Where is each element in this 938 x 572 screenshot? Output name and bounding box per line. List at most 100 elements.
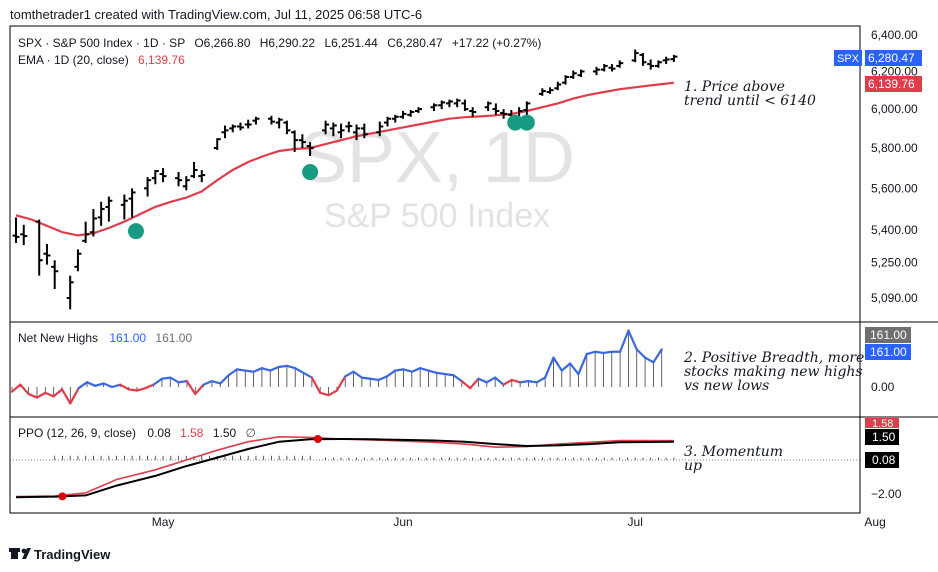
nnh-line-segment bbox=[102, 382, 114, 389]
signal-marker-dot bbox=[302, 164, 319, 181]
pane-frame bbox=[9, 25, 938, 514]
ohlc-low: L6,251.44 bbox=[324, 36, 378, 50]
ohlc-bar bbox=[391, 114, 399, 123]
nnh-line-segment bbox=[385, 369, 397, 378]
nnh-line-segment bbox=[460, 380, 472, 390]
nnh-line-segment bbox=[410, 367, 422, 373]
ppo-cross-marker bbox=[313, 435, 322, 444]
annotation-trend-line-2: trend until < 6140 bbox=[684, 93, 816, 109]
ohlc-bar bbox=[283, 120, 291, 135]
nnh-line-segment bbox=[169, 376, 180, 384]
price-axis-tick: 5,090.00 bbox=[871, 291, 918, 305]
nnh-line-segment bbox=[519, 380, 530, 384]
nnh-line-segment bbox=[435, 371, 447, 376]
ppo-cross-marker bbox=[58, 492, 67, 501]
ohlc-bar bbox=[414, 107, 422, 113]
nnh-line-segment bbox=[252, 367, 263, 373]
nnh-label: Net New Highs bbox=[18, 331, 98, 345]
annotation-momentum: 3. Momentum up bbox=[684, 444, 783, 474]
price-axis-tick: 6,200.00 bbox=[871, 65, 918, 79]
nnh-line-segment bbox=[285, 364, 297, 370]
nnh-line-segment bbox=[227, 368, 239, 377]
ohlc-bar bbox=[569, 70, 577, 79]
ohlc-bar bbox=[35, 219, 43, 276]
nnh-line-segment bbox=[177, 380, 189, 384]
ohlc-bar bbox=[221, 125, 229, 139]
price-axis-tick: 5,400.00 bbox=[871, 223, 918, 237]
ohlc-bar bbox=[593, 66, 600, 76]
ohlc-bar bbox=[654, 60, 662, 68]
nnh-line-segment bbox=[585, 350, 597, 356]
ohlc-bar bbox=[608, 64, 616, 72]
annotation-breadth: 2. Positive Breadth, more stocks making … bbox=[683, 350, 864, 394]
ohlc-bar bbox=[384, 116, 392, 127]
badge-nnh-blue-text: 161.00 bbox=[870, 345, 907, 359]
ema-value: 6,139.76 bbox=[138, 53, 185, 67]
time-axis-label: Jul bbox=[628, 515, 643, 529]
nnh-line-segment bbox=[544, 356, 555, 379]
ohlc-bar bbox=[298, 134, 306, 149]
nnh-line-segment bbox=[260, 367, 272, 372]
ohlc-bar bbox=[213, 138, 221, 151]
ema-label: EMA · 1D (20, close) bbox=[18, 53, 129, 67]
ohlc-bar bbox=[484, 101, 492, 112]
ohlc-open: O6,266.80 bbox=[194, 36, 250, 50]
nnh-line-segment bbox=[643, 356, 655, 364]
annotation-breadth-line-2: stocks making new highs bbox=[684, 364, 863, 380]
ohlc-bar bbox=[306, 142, 314, 156]
nnh-line-segment bbox=[210, 380, 222, 385]
ppo-value-2: 1.58 bbox=[180, 426, 204, 440]
nnh-line-segment bbox=[152, 377, 164, 386]
nnh-line-segment bbox=[302, 371, 313, 379]
ohlc-bar bbox=[360, 123, 368, 139]
badge-ppo-zero-text: 0.08 bbox=[872, 453, 896, 467]
nnh-line-segment bbox=[319, 391, 330, 397]
nnh-line-segment bbox=[219, 374, 230, 385]
ohlc-bar bbox=[105, 196, 113, 222]
badge-ema: 6,139.76 bbox=[865, 76, 922, 92]
ohlc-bar bbox=[430, 103, 438, 112]
ohlc-bar bbox=[492, 103, 500, 115]
ohlc-bar bbox=[631, 49, 639, 63]
ohlc-bar bbox=[144, 177, 152, 197]
ppo-label: PPO (12, 26, 9, close) bbox=[18, 426, 136, 440]
nnh-line-segment bbox=[477, 377, 488, 384]
time-axis-label: May bbox=[152, 515, 175, 529]
price-axis-tick: 5,600.00 bbox=[871, 181, 918, 195]
nnh-line-segment bbox=[44, 391, 55, 398]
nnh-line-segment bbox=[369, 377, 380, 382]
signal-markers-layer bbox=[127, 114, 535, 240]
annotation-breadth-line-1: 2. Positive Breadth, more bbox=[683, 350, 864, 366]
ohlc-bar bbox=[538, 88, 546, 96]
ppo-hidden-icon[interactable]: ∅ bbox=[246, 426, 256, 440]
nnh-line-segment bbox=[394, 368, 405, 372]
watermark-name: S&P 500 Index bbox=[324, 197, 550, 235]
ohlc-bar bbox=[616, 60, 624, 68]
annotation-breadth-line-3: vs new lows bbox=[684, 378, 769, 394]
nnh-line-segment bbox=[135, 387, 147, 392]
ohlc-bar bbox=[128, 188, 136, 218]
ohlc-bar bbox=[337, 123, 345, 139]
tradingview-logo: TradingView bbox=[9, 547, 111, 562]
nnh-line-segment bbox=[510, 378, 522, 384]
nnh-line-segment bbox=[35, 391, 47, 399]
ppo-layer bbox=[10, 435, 860, 501]
ohlc-bar bbox=[353, 124, 361, 141]
ohlc-bar bbox=[66, 275, 74, 310]
ohlc-bar bbox=[229, 124, 237, 133]
price-axis-tick: 6,000.00 bbox=[871, 102, 918, 116]
ohlc-bar bbox=[190, 161, 198, 179]
ohlc-bar bbox=[159, 168, 167, 183]
ohlc-bar bbox=[577, 69, 585, 78]
ohlc-bar bbox=[275, 117, 283, 129]
ohlc-bar bbox=[252, 116, 260, 125]
nnh-line-segment bbox=[119, 383, 130, 391]
ohlc-bar bbox=[670, 54, 678, 62]
footer-brand: TradingView bbox=[34, 547, 111, 562]
nnh-line-segment bbox=[352, 370, 363, 379]
nnh-line-segment bbox=[469, 377, 480, 390]
ppo-value-3: 1.50 bbox=[213, 426, 237, 440]
nnh-line-segment bbox=[327, 389, 338, 397]
time-axis-label: Aug bbox=[864, 515, 885, 529]
